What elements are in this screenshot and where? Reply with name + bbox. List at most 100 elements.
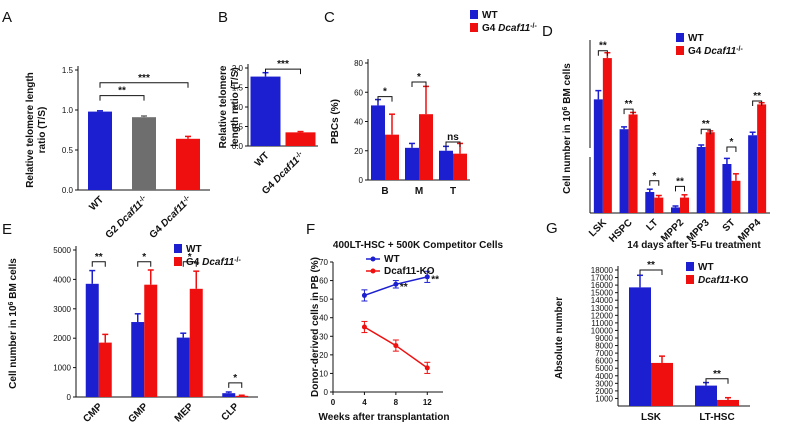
category-label: GMP [126,401,150,425]
y-tick-label: 11000 [591,319,613,328]
axis-break [586,148,774,157]
x-tick-label: 8 [394,398,399,407]
y-tick-label: 1.5 [232,84,244,93]
significance-label: ** [95,252,103,263]
y-tick-label: 40 [354,118,363,127]
y-tick-label: 12000 [591,311,614,320]
y-axis-label: Donor-derived cells in PB (%) [310,257,321,397]
significance-label: ** [118,86,126,97]
data-point [393,343,399,349]
y-tick-label: 1.5 [62,66,74,75]
legend-swatch [470,10,478,19]
y-tick-label: 80 [354,59,363,68]
legend-label: G4 Dcaf11-/- [186,257,241,269]
bar [222,393,236,397]
bar [235,395,249,397]
bar [748,135,758,213]
panel-A: A 0.0 0.5 1.0 1.5 Relative telomere lengthrat… [2,9,210,241]
y-tick-label: 30 [319,332,328,341]
legend-label: WT [688,33,704,44]
significance-bracket [752,100,763,107]
legend-swatch [686,275,694,284]
significance-label: * [383,87,387,98]
category-label: G2 Dcaf11-/- [103,194,150,241]
y-tick-label: 40 [319,314,328,323]
significance-bracket [137,261,152,267]
y-tick-label: 1.0 [232,103,244,112]
significance-label: * [188,252,192,263]
bar [619,129,629,213]
category-label: MEP [173,401,196,424]
bar [189,288,203,397]
y-tick-label: 60 [354,88,363,97]
category-label: CLP [219,401,241,423]
y-axis-label: Relative telomerelength ratio (T/S) [218,65,241,148]
bar [651,362,673,406]
significance-bracket [377,96,393,102]
bar [131,322,145,397]
significance-bracket [99,82,189,88]
y-tick-label: 1000 [53,364,71,373]
y-tick-label: 0.5 [232,123,244,132]
significance-label: * [417,72,421,83]
bar [176,337,190,397]
y-tick-label: 15000 [591,289,614,298]
significance-bracket [265,68,301,75]
data-point [424,365,430,371]
bar [717,399,739,406]
significance-label: ** [702,119,710,130]
y-tick-label: 70 [319,258,328,267]
y-tick-label: 20 [354,147,363,156]
significance-bracket [411,81,427,88]
legend-swatch [174,257,182,266]
y-tick-label: 0.0 [62,186,74,195]
bar [371,105,385,180]
y-tick-label: 4000 [595,372,613,381]
bar [705,132,715,213]
y-tick-label: 0 [324,388,329,397]
significance-bracket [182,261,197,267]
bar [250,76,281,146]
y-tick-label: 16000 [591,281,614,290]
y-tick-label: 60 [319,277,328,286]
significance-bracket [705,378,729,384]
y-tick-label: 7000 [595,349,613,358]
legend-label: WT [698,262,714,273]
y-axis-label: PBCs (%) [330,99,341,144]
panel-label: E [2,221,12,238]
y-axis-label: Cell number in 106 BM cells [8,258,20,389]
significance-label: ** [431,274,439,285]
bar [645,192,655,213]
panel-E: E 0 1000 2000 3000 4000 5000 Cell number in 106… [2,221,258,425]
data-point [424,274,430,280]
significance-label: * [142,252,146,263]
legend-marker [370,268,376,274]
panel-F: F 0 10 20 30 40 50 60 70 0 4 8 12 Weeks after transpl… [306,221,504,423]
significance-bracket [597,50,608,56]
legend-label: Dcaf11-KO [384,266,435,277]
y-tick-label: 2000 [595,387,613,396]
category-label: LSK [587,217,609,239]
significance-bracket [91,261,106,267]
panel-label: A [2,9,12,26]
significance-bracket [639,269,663,275]
bar [722,164,732,213]
y-tick-label: 10 [319,369,328,378]
y-axis-label: Absolute number [554,297,565,379]
legend-marker [370,256,376,262]
category-label: LT [645,217,661,233]
category-label: LSK [641,412,662,423]
significance-bracket [700,128,711,135]
significance-label: ns [447,132,459,143]
panel-label: G [546,220,558,237]
bar [671,207,680,213]
y-tick-label: 5000 [595,364,613,373]
y-tick-label: 1.0 [62,106,74,115]
bar [654,197,664,213]
significance-bracket [228,382,243,388]
panel-C: C 0 20 40 60 80 PBCs (%) B M T * * ns WT G4 Dcaf11-/- [324,9,537,197]
y-tick-label: 0.5 [62,146,74,155]
bar [628,114,638,213]
data-point [393,281,399,287]
y-tick-label: 2000 [53,334,71,343]
